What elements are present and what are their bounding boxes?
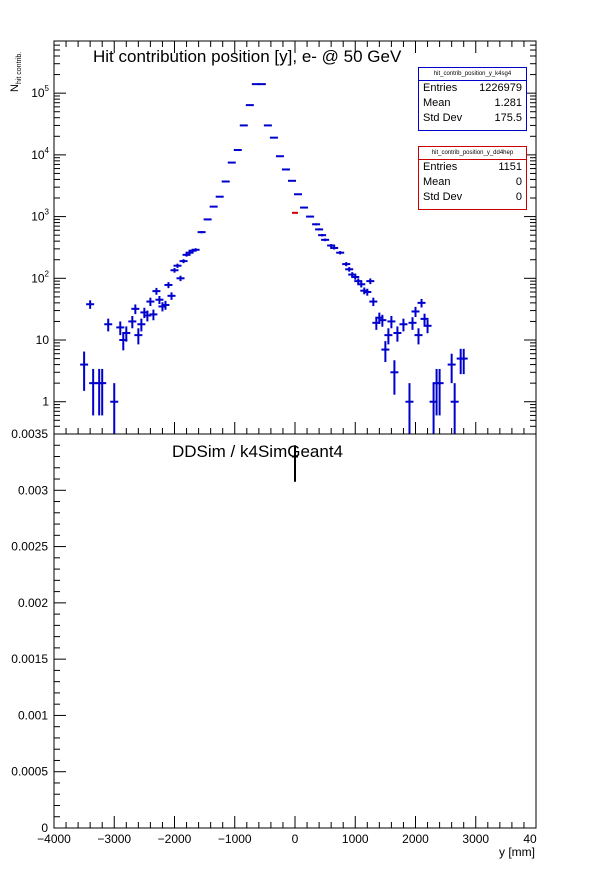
x-tick-label: −3000 bbox=[97, 832, 131, 846]
y-tick-label: 0.003 bbox=[18, 483, 48, 497]
mean-label: Mean bbox=[423, 97, 451, 109]
entries-label: Entries bbox=[423, 82, 458, 94]
y-tick-label: 105 bbox=[31, 84, 49, 100]
x-tick-label: −2000 bbox=[158, 832, 192, 846]
y-tick-label: 0.0005 bbox=[11, 765, 48, 779]
y-tick-label: 0.0035 bbox=[11, 427, 48, 441]
plot-frame bbox=[53, 433, 537, 829]
x-tick-label: −1000 bbox=[218, 832, 252, 846]
stats-box-title: hit_contrib_position_y_k4sg4 bbox=[419, 68, 526, 81]
y-tick-label: 0.002 bbox=[18, 596, 48, 610]
top-plot: 1 10 102 103 104 105 Nhit contrib. Hit contribu… bbox=[9, 40, 537, 435]
stats-box-k4sg4: hit_contrib_position_y_k4sg4 Entries 1226… bbox=[418, 67, 527, 131]
mean-value: 0 bbox=[515, 176, 522, 188]
y-tick-label: 103 bbox=[31, 208, 49, 224]
ratio-plot: 0 0.0005 0.001 0.0015 0.002 0.0025 0.003 0.0035… bbox=[11, 427, 537, 859]
mean-value: 1.281 bbox=[494, 97, 522, 109]
std-dev-value: 175.5 bbox=[494, 112, 522, 124]
x-tick-label: 3000 bbox=[462, 832, 489, 846]
stats-box-title: hit_contrib_position_y_dd4hep bbox=[419, 147, 526, 160]
x-tick-label: −4000 bbox=[37, 832, 71, 846]
y-tick-label: 102 bbox=[31, 269, 49, 285]
std-dev-label: Std Dev bbox=[423, 191, 463, 203]
y-tick-label: 0.0025 bbox=[11, 540, 48, 554]
x-tick-label: 0 bbox=[292, 832, 299, 846]
y-tick-label: 10 bbox=[36, 333, 50, 347]
entries-value: 1151 bbox=[498, 161, 522, 173]
y-tick-label: 1 bbox=[42, 395, 49, 409]
x-tick-label: 40 bbox=[523, 832, 537, 846]
stats-box-dd4hep: hit_contrib_position_y_dd4hep Entries 115… bbox=[418, 146, 527, 210]
x-tick-label: 2000 bbox=[402, 832, 429, 846]
entries-label: Entries bbox=[423, 161, 458, 173]
x-tick-label: 1000 bbox=[342, 832, 369, 846]
mean-label: Mean bbox=[423, 176, 451, 188]
x-axis-label: y [mm] bbox=[499, 845, 535, 859]
y-tick-label: 0 bbox=[41, 821, 48, 835]
y-tick-label: 0.0015 bbox=[11, 652, 48, 666]
std-dev-label: Std Dev bbox=[423, 112, 463, 124]
y-tick-label: 104 bbox=[31, 146, 49, 162]
y-axis-label: Nhit contrib. bbox=[9, 52, 23, 92]
std-dev-value: 0 bbox=[515, 191, 522, 203]
y-tick-label: 0.001 bbox=[18, 708, 48, 722]
entries-value: 1226979 bbox=[479, 82, 522, 94]
chart-title: Hit contribution position [y], e- @ 50 G… bbox=[93, 47, 402, 66]
ratio-title: DDSim / k4SimGeant4 bbox=[172, 442, 343, 461]
